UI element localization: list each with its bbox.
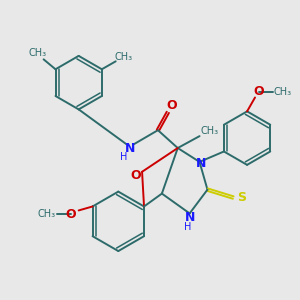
Text: CH₃: CH₃ (274, 86, 292, 97)
Text: O: O (254, 85, 264, 98)
Text: O: O (167, 99, 177, 112)
Text: N: N (184, 211, 195, 224)
Text: CH₃: CH₃ (115, 52, 133, 62)
Text: CH₃: CH₃ (28, 48, 47, 59)
Text: O: O (65, 208, 76, 221)
Text: H: H (120, 152, 127, 162)
Text: H: H (184, 222, 191, 232)
Text: CH₃: CH₃ (200, 126, 218, 136)
Text: CH₃: CH₃ (38, 209, 56, 219)
Text: S: S (237, 191, 246, 204)
Text: N: N (125, 142, 135, 154)
Text: N: N (196, 158, 207, 170)
Text: O: O (131, 169, 141, 182)
